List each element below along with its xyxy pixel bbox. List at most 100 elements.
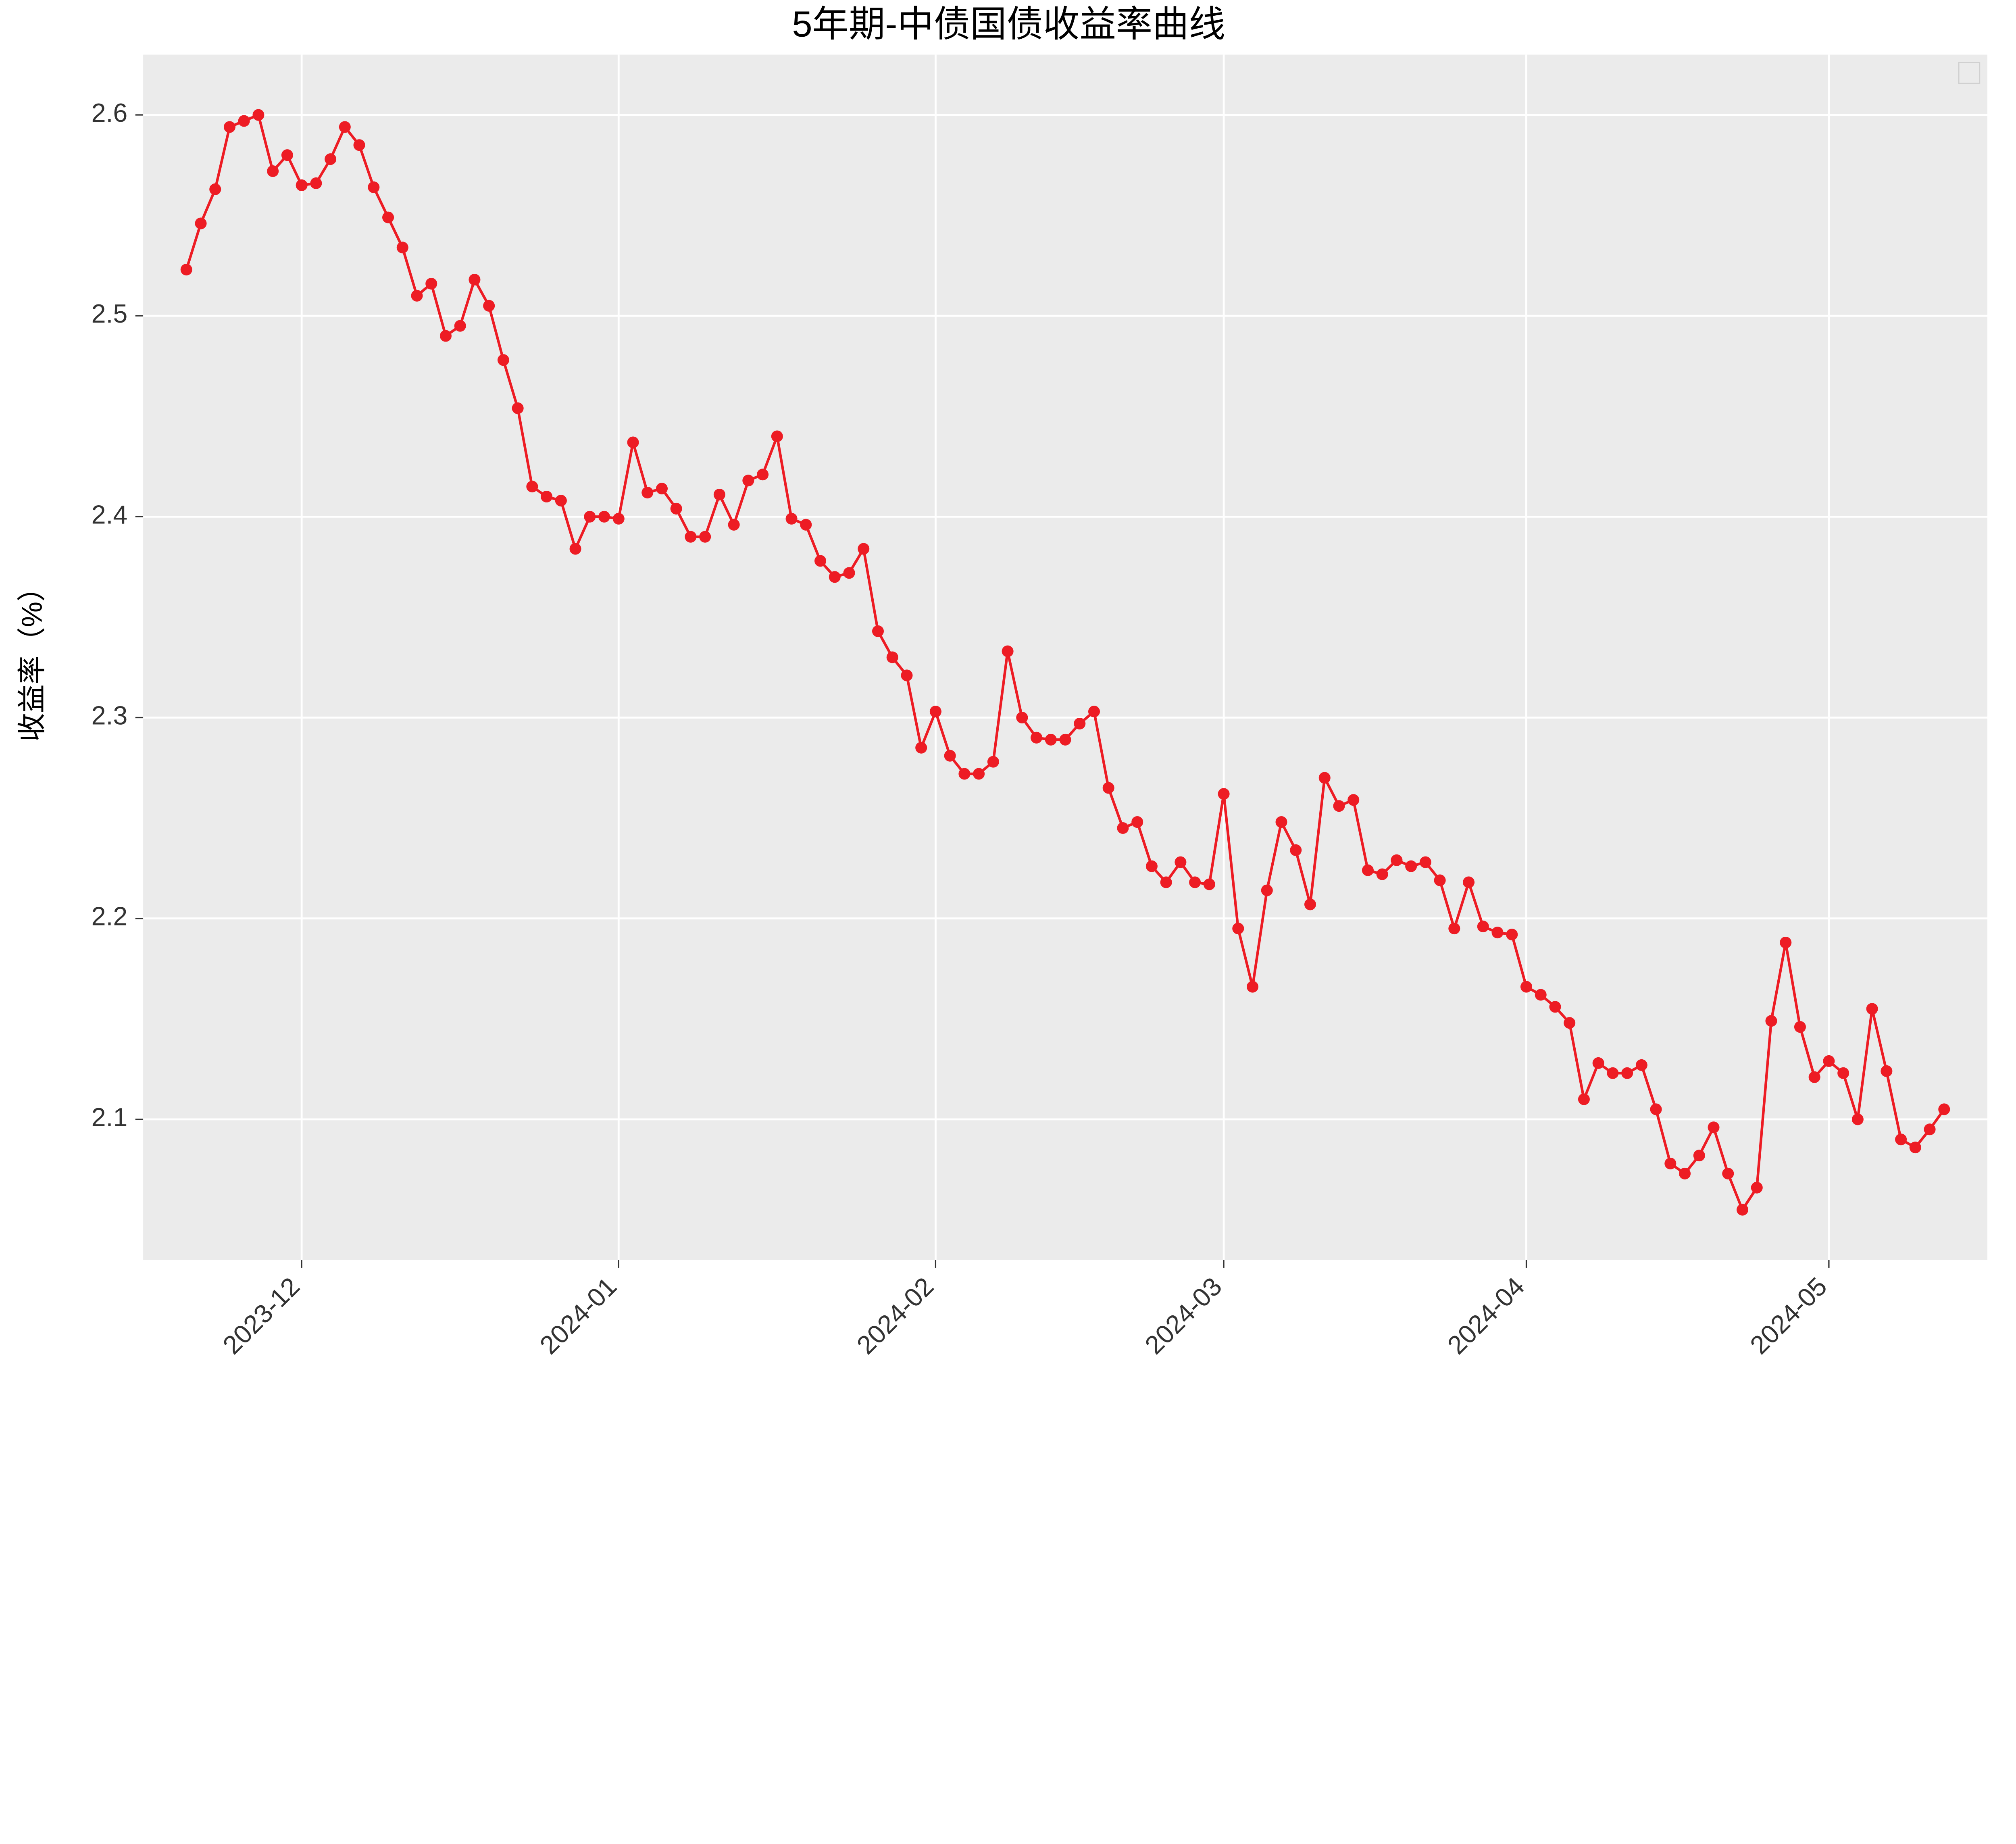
data-point [238,115,250,127]
data-point [1564,1017,1575,1029]
data-point [1319,772,1331,783]
data-point [310,177,322,189]
data-point [1837,1067,1849,1079]
data-point [181,264,192,275]
data-point [209,183,221,195]
data-point [656,483,668,494]
data-point [1866,1003,1878,1015]
data-point [1204,878,1215,890]
data-point [1794,1021,1806,1033]
data-point [1391,854,1402,866]
data-point [757,469,768,480]
data-point [858,543,869,555]
data-point [541,491,552,502]
data-point [1088,706,1100,717]
data-point [958,768,970,779]
data-point [1347,794,1359,806]
data-point [685,531,696,543]
data-point [368,181,379,193]
data-point [1578,1094,1590,1105]
data-point [728,519,740,531]
data-point [1593,1057,1604,1069]
data-point [1679,1168,1691,1179]
data-point [714,489,725,500]
data-point [1420,856,1431,868]
data-point [1650,1103,1662,1115]
data-point [411,290,423,302]
data-point [1924,1123,1936,1135]
data-point [584,511,596,523]
data-point [843,567,855,579]
data-point [1074,718,1085,729]
data-point [699,531,711,543]
data-point [382,212,394,223]
data-point [224,121,235,133]
chart-title: 5年期-中债国债收益率曲线 [792,4,1225,44]
data-point [1117,822,1129,834]
chart-container: 5年期-中债国债收益率曲线 2.12.22.32.42.52.62023-122… [0,0,2016,1844]
data-point [987,756,999,768]
ytick-label: 2.1 [92,1103,128,1132]
data-point [512,402,524,414]
data-point [915,742,927,754]
data-point [1809,1071,1820,1083]
data-point [944,750,956,762]
ytick-label: 2.6 [92,98,128,127]
data-point [1016,712,1028,723]
xtick-label: 2024-03 [1139,1272,1227,1360]
data-point [454,320,466,332]
data-point [786,513,798,525]
ytick-label: 2.5 [92,299,128,328]
data-point [901,669,912,681]
data-point [887,652,898,663]
data-point [973,768,985,779]
yield-curve-chart: 5年期-中债国债收益率曲线 2.12.22.32.42.52.62023-122… [0,0,2016,1488]
data-point [1304,898,1316,910]
data-point [339,121,351,133]
xtick-label: 2024-05 [1745,1272,1833,1360]
data-point [1607,1067,1618,1079]
data-point [195,218,206,229]
data-point [1434,875,1446,886]
data-point [1535,989,1547,1000]
data-point [1895,1133,1907,1145]
data-point [671,503,682,515]
data-point [1823,1055,1835,1067]
ytick-label: 2.2 [92,902,128,931]
data-point [1333,800,1345,812]
data-point [1160,876,1172,888]
data-point [1261,884,1273,896]
data-point [498,354,509,366]
data-point [814,555,826,567]
data-point [930,706,941,717]
data-point [800,519,812,531]
data-point [469,274,480,285]
data-point [425,278,437,290]
data-point [1045,734,1057,746]
data-point [1146,861,1158,872]
data-point [325,153,336,165]
data-point [872,625,884,637]
data-point [641,487,653,498]
data-point [1751,1182,1763,1194]
data-point [440,330,452,342]
data-point [1002,646,1014,657]
xtick-label: 2023-12 [217,1272,305,1360]
data-point [570,543,581,555]
data-point [1737,1204,1748,1216]
data-point [267,165,279,177]
data-point [281,149,293,161]
data-point [1232,923,1244,934]
data-point [483,300,495,312]
data-point [1636,1059,1647,1071]
data-point [829,571,841,583]
data-point [555,495,567,506]
xtick-label: 2024-02 [851,1272,939,1360]
data-point [1103,782,1114,794]
data-point [526,481,538,492]
data-point [1708,1121,1719,1133]
xtick-label: 2024-01 [534,1272,622,1360]
data-point [1765,1015,1777,1027]
data-point [1938,1103,1950,1115]
plot-background [143,55,1987,1260]
